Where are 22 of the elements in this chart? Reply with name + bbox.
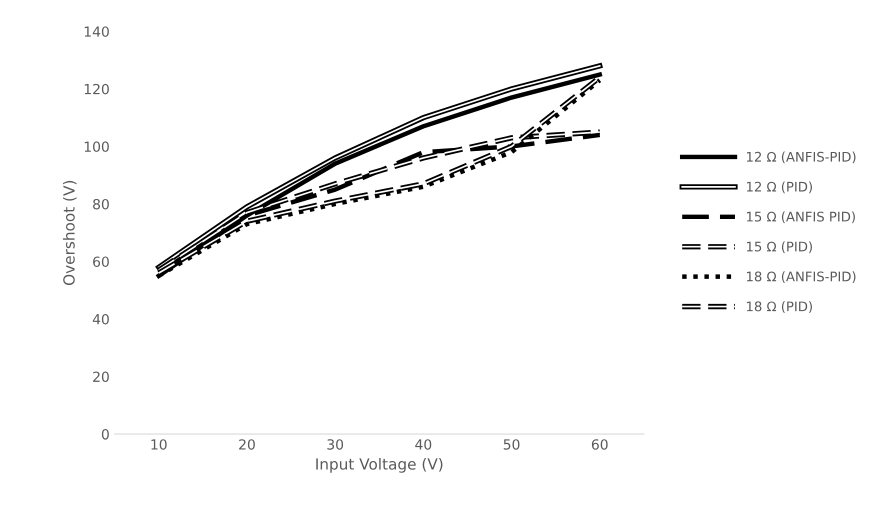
x-tick-label: 40 <box>415 439 432 450</box>
x-tick-label: 60 <box>592 439 608 450</box>
legend-label: 12 Ω (ANFIS-PID) <box>746 152 856 164</box>
y-tick-label: 40 <box>92 314 109 325</box>
x-axis-title: Input Voltage (V) <box>316 458 442 473</box>
y-tick-label: 100 <box>84 141 109 152</box>
y-tick-label: 120 <box>84 84 109 94</box>
legend-label: 12 Ω (PID) <box>746 181 812 194</box>
legend-label: 15 Ω (ANFIS PID) <box>746 211 855 224</box>
y-axis-title: Overshoot (V) <box>62 180 77 286</box>
legend-label: 18 Ω (ANFIS-PID) <box>746 271 856 283</box>
legend-label: 15 Ω (PID) <box>746 241 812 254</box>
legend-label: 18 Ω (PID) <box>746 301 812 313</box>
x-tick-label: 30 <box>327 439 344 450</box>
y-tick-label: 60 <box>93 256 109 267</box>
x-tick-label: 50 <box>504 439 520 450</box>
x-tick-label: 10 <box>151 439 167 450</box>
y-tick-label: 0 <box>102 429 109 440</box>
y-tick-label: 140 <box>84 26 109 37</box>
y-tick-label: 20 <box>93 372 109 382</box>
x-tick-label: 20 <box>239 439 255 450</box>
y-tick-label: 80 <box>93 198 109 210</box>
